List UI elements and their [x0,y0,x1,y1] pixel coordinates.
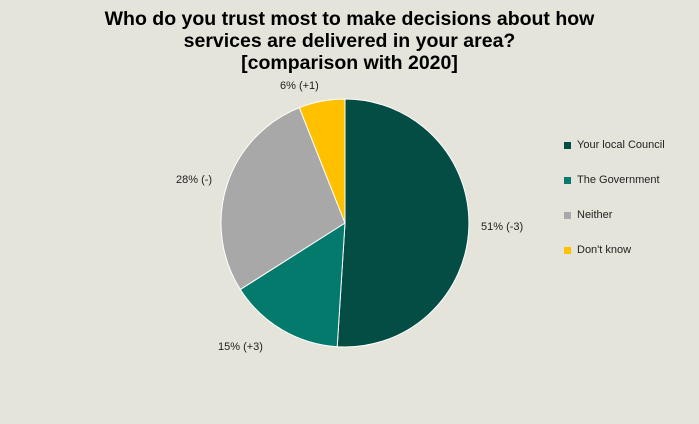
legend-label: Don't know [577,244,632,256]
data-label-neither: 28% (-) [176,174,212,186]
pie-slice-neither [220,107,346,291]
pie-slice-the-government [239,222,346,348]
pie-slice-don-t-know [298,98,346,224]
pie-slice-your-local-council [336,98,470,348]
legend-item-the-government: The Government [564,174,665,186]
chart-title: Who do you trust most to make decisions … [0,8,699,74]
legend: Your local Council The Government Neithe… [564,139,665,279]
data-label-the-government: 15% (+3) [218,341,263,353]
legend-swatch [564,176,571,184]
legend-swatch [564,141,571,149]
data-label-dont-know: 6% (+1) [280,80,319,92]
legend-swatch [564,246,571,254]
legend-label: Neither [577,209,613,221]
legend-item-your-local-council: Your local Council [564,139,665,151]
legend-item-dont-know: Don't know [564,244,665,256]
legend-swatch [564,211,571,219]
chart-title-line-2: services are delivered in your area? [183,30,516,52]
chart-title-line-1: Who do you trust most to make decisions … [104,8,595,30]
legend-item-neither: Neither [564,209,665,221]
legend-label: Your local Council [577,139,665,151]
data-label-your-local-council: 51% (-3) [481,221,523,233]
chart-title-line-3: [comparison with 2020] [241,52,458,74]
legend-label: The Government [577,174,660,186]
